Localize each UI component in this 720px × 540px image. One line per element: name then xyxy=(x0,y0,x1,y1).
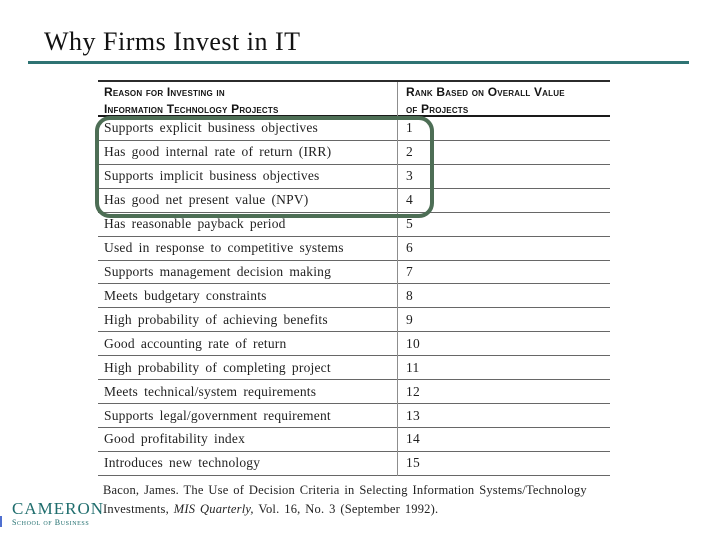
citation: Bacon, James. The Use of Decision Criter… xyxy=(103,481,618,519)
rank-cell: 14 xyxy=(406,431,420,447)
title-underline-rule xyxy=(28,61,689,64)
logo-subtitle: School of Business xyxy=(12,518,90,527)
rank-cell: 12 xyxy=(406,383,420,399)
rank-cell: 5 xyxy=(406,216,413,232)
logo-name: Cameron xyxy=(12,499,105,518)
rank-cell: 15 xyxy=(406,455,420,471)
citation-journal: MIS Quarterly, xyxy=(173,501,254,516)
rank-cell: 6 xyxy=(406,240,413,256)
reason-cell: High probability of completing project xyxy=(104,359,331,375)
column-divider-line xyxy=(397,82,398,476)
table-row: Good profitability index 14 xyxy=(98,428,610,452)
citation-line2-post: Vol. 16, No. 3 (September 1992). xyxy=(253,501,439,516)
reason-column-header: Reason for Investing in Information Tech… xyxy=(98,84,397,117)
table-row: High probability of completing project 11 xyxy=(98,356,610,381)
rank-cell: 4 xyxy=(406,192,413,208)
table-row: Has good net present value (NPV) 4 xyxy=(98,189,610,213)
reason-cell: Introduces new technology xyxy=(104,455,261,471)
table-row: Has good internal rate of return (IRR) 2 xyxy=(98,141,610,165)
logo-edge-swoosh xyxy=(0,516,2,527)
page-title: Why Firms Invest in IT xyxy=(44,27,301,56)
rank-cell: 9 xyxy=(406,311,413,327)
rank-column-header: Rank Based on Overall Value of Projects xyxy=(397,84,610,117)
table-body: Supports explicit business objectives 1 Ha… xyxy=(98,117,610,476)
rank-cell: 13 xyxy=(406,407,420,423)
reason-cell: Supports management decision making xyxy=(104,263,332,279)
reason-header-line2: Information Technology Projects xyxy=(104,102,279,117)
reason-cell: Meets technical/system requirements xyxy=(104,383,317,399)
rank-cell: 7 xyxy=(406,263,413,279)
table-row: Supports implicit business objectives 3 xyxy=(98,165,610,189)
citation-line1: Bacon, James. The Use of Decision Criter… xyxy=(103,483,587,497)
table-row: Meets technical/system requirements 12 xyxy=(98,380,610,405)
rank-header-line1: Rank Based on Overall Value xyxy=(406,85,565,99)
it-investment-reasons-table: Reason for Investing in Information Tech… xyxy=(98,80,610,476)
table-row: Supports legal/government requirement 13 xyxy=(98,404,610,428)
reason-cell: Has good internal rate of return (IRR) xyxy=(104,144,332,160)
table-header-row: Reason for Investing in Information Tech… xyxy=(98,82,610,117)
citation-line2-pre: Investments, xyxy=(103,501,174,516)
rank-cell: 1 xyxy=(406,120,413,136)
reason-cell: Good profitability index xyxy=(104,431,246,447)
reason-cell: Meets budgetary constraints xyxy=(104,287,267,303)
table-row: Introduces new technology 15 xyxy=(98,452,610,476)
reason-cell: Supports legal/government requirement xyxy=(104,407,331,423)
reason-cell: Has reasonable payback period xyxy=(104,216,286,232)
rank-cell: 3 xyxy=(406,168,413,184)
rank-cell: 8 xyxy=(406,287,413,303)
table-row: Supports management decision making 7 xyxy=(98,261,610,285)
table-row: Good accounting rate of return 10 xyxy=(98,332,610,357)
table-row: High probability of achieving benefits 9 xyxy=(98,308,610,333)
rank-cell: 2 xyxy=(406,144,413,160)
reason-cell: Supports implicit business objectives xyxy=(104,168,320,184)
reason-cell: Supports explicit business objectives xyxy=(104,120,319,136)
reason-cell: Good accounting rate of return xyxy=(104,335,287,351)
reason-header-line1: Reason for Investing in xyxy=(104,85,225,99)
table-row: Used in response to competitive systems 6 xyxy=(98,237,610,261)
reason-cell: Used in response to competitive systems xyxy=(104,240,344,256)
rank-cell: 10 xyxy=(406,335,420,351)
rank-header-line2: of Projects xyxy=(406,102,469,117)
reason-cell: Has good net present value (NPV) xyxy=(104,192,309,208)
cameron-school-of-business-logo: Cameron School of Business xyxy=(12,500,104,527)
rank-cell: 11 xyxy=(406,359,420,375)
table-row: Supports explicit business objectives 1 xyxy=(98,117,610,141)
reason-cell: High probability of achieving benefits xyxy=(104,311,328,327)
table-row: Meets budgetary constraints 8 xyxy=(98,284,610,309)
table-row: Has reasonable payback period 5 xyxy=(98,213,610,237)
